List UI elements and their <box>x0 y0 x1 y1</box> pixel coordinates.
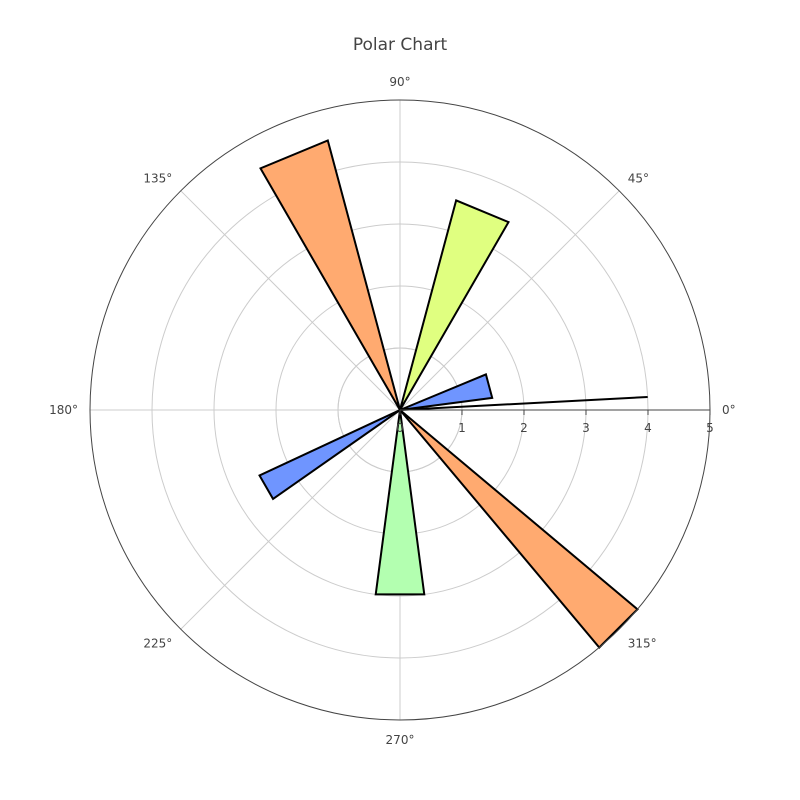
polar-bar-6 <box>399 409 639 649</box>
angular-tick-label-315: 315° <box>628 637 657 651</box>
grid-spoke-45 <box>399 190 620 411</box>
angular-tick-label-225: 225° <box>143 637 172 651</box>
polar-bars <box>258 139 648 649</box>
polar-bar-1 <box>399 373 494 411</box>
polar-bar-5 <box>374 409 426 596</box>
angular-tick-label-180: 180° <box>49 403 78 417</box>
angular-tick-label-45: 45° <box>628 171 649 185</box>
radial-tick-label-5: 5 <box>706 421 714 435</box>
polar-labels: 0 1 2 3 4 5 0° 45° 90° 135° 180° 225° 270° 315° <box>49 75 736 747</box>
radial-tick-label-0: 0 <box>396 421 404 435</box>
angular-tick-label-135: 135° <box>143 171 172 185</box>
polar-axes <box>89 99 711 721</box>
polar-bar-3 <box>259 139 401 411</box>
radial-tick-label-3: 3 <box>582 421 590 435</box>
radial-tick-label-1: 1 <box>458 421 466 435</box>
angular-tick-label-270: 270° <box>386 733 415 747</box>
grid-spoke-225 <box>180 409 401 630</box>
radial-tick-label-2: 2 <box>520 421 528 435</box>
polar-bar-2 <box>399 199 510 411</box>
polar-bar-4 <box>258 409 401 501</box>
radial-tick-label-4: 4 <box>644 421 652 435</box>
chart-title: Polar Chart <box>353 35 448 55</box>
angular-tick-label-0: 0° <box>722 403 736 417</box>
grid-spoke-135 <box>180 190 401 411</box>
angular-tick-label-90: 90° <box>389 75 410 89</box>
polar-bar-0 <box>399 396 648 411</box>
